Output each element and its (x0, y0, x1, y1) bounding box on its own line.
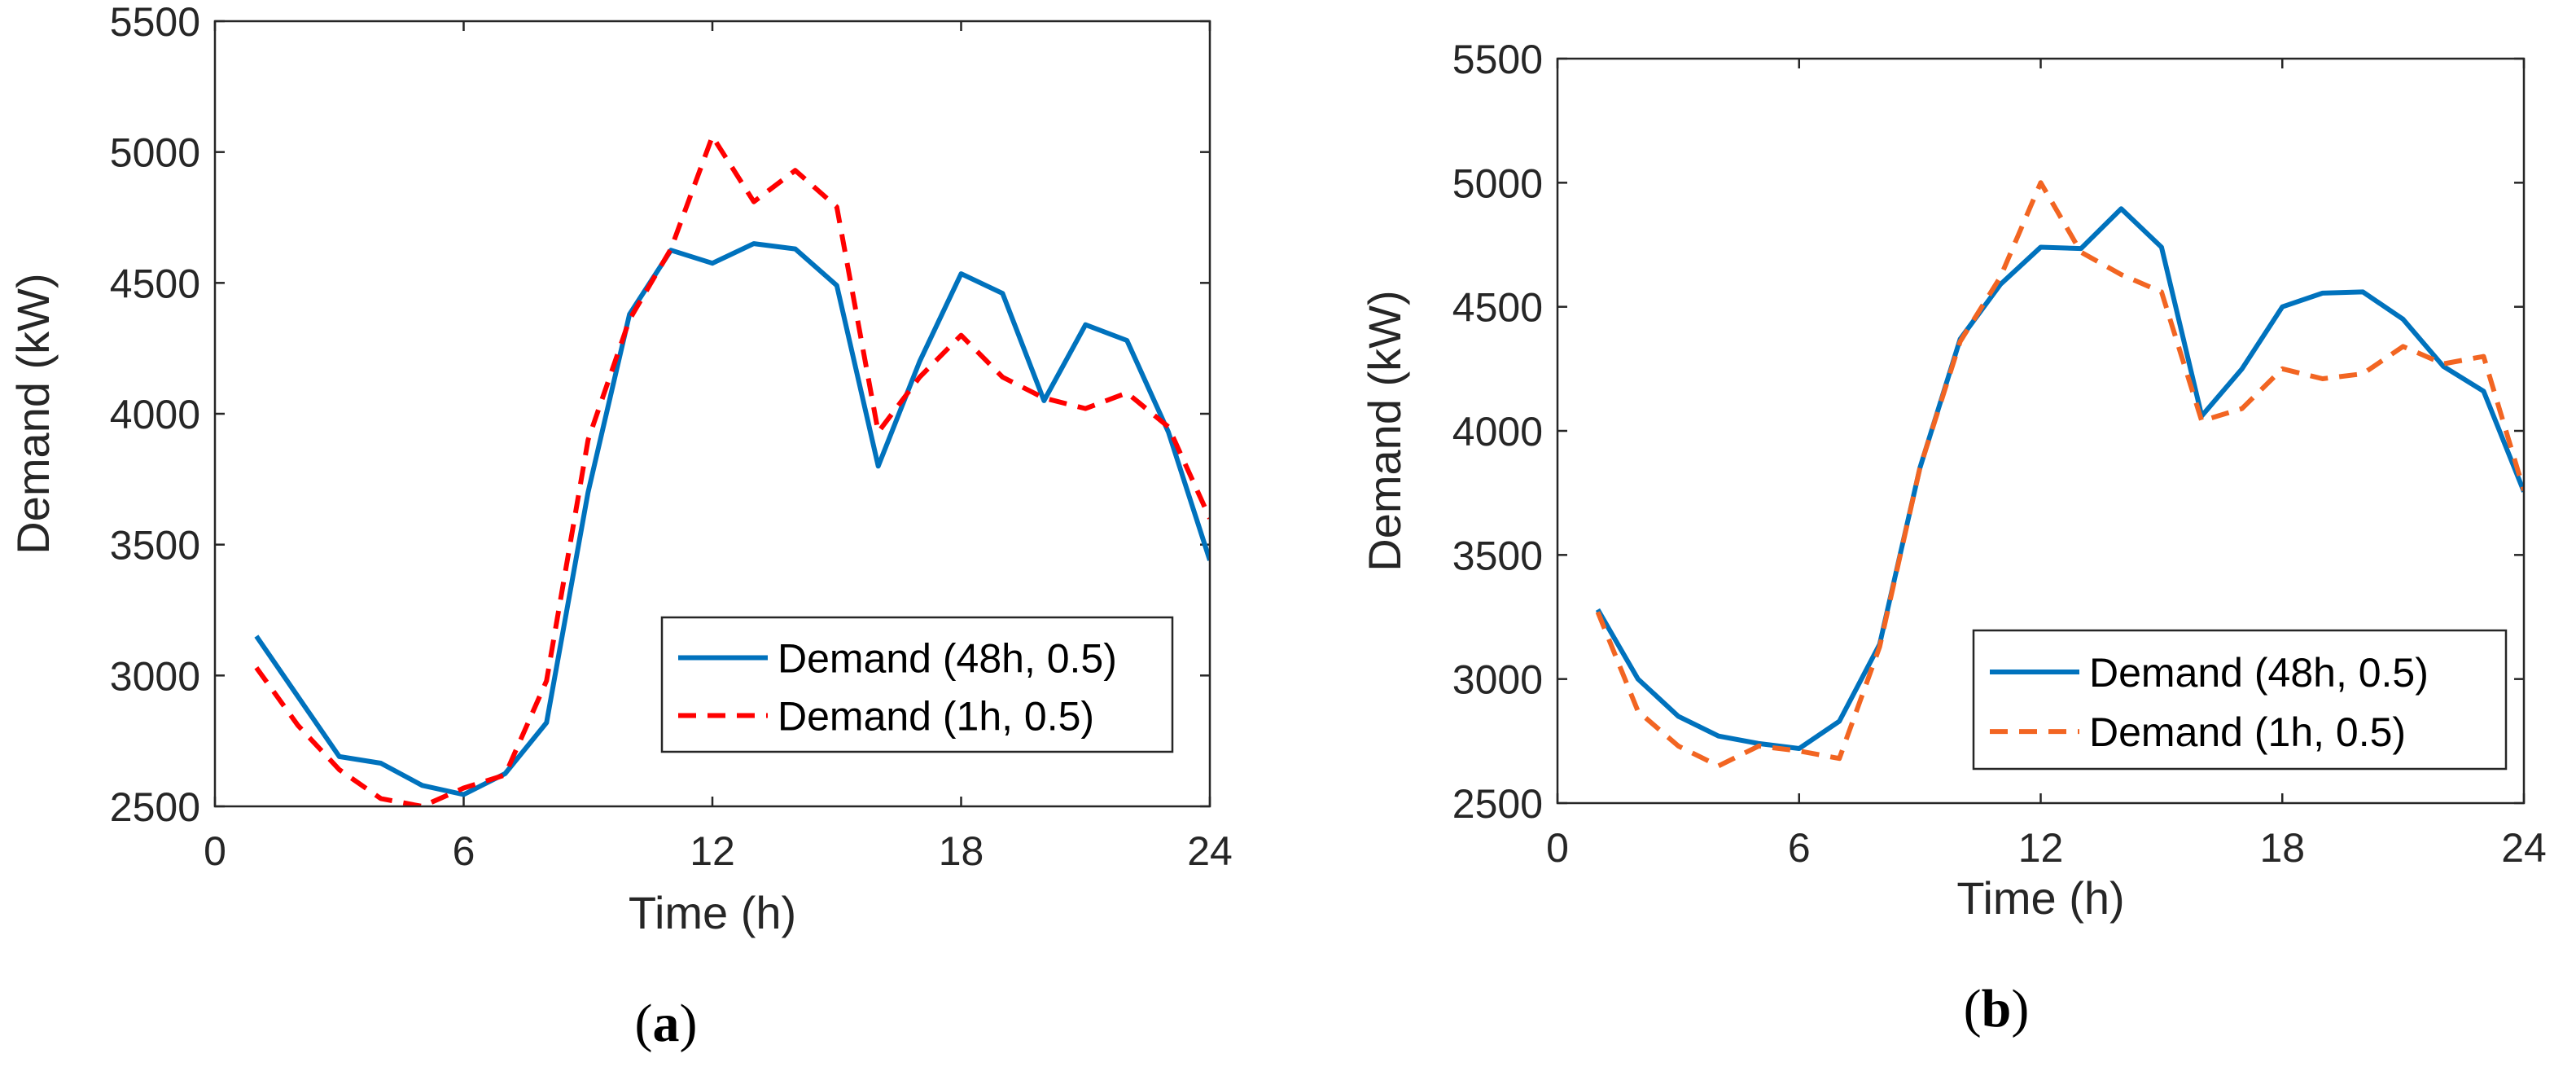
chart-1-ytick-label-0: 2500 (1452, 781, 1543, 827)
chart-0-series-1-line (254, 134, 1210, 806)
chart-1-panel-label: (b) (1964, 979, 2030, 1038)
chart-1-panel-label-letter: b (1982, 979, 2012, 1038)
chart-0-panel-label-close: ) (680, 994, 698, 1053)
chart-0-legend-label-0: Demand (48h, 0.5) (778, 636, 1117, 682)
chart-0-ytick-label-5: 5000 (110, 130, 200, 176)
chart-1-ytick-label-1: 3000 (1452, 657, 1543, 703)
chart-0-legend: Demand (48h, 0.5) Demand (1h, 0.5) (660, 616, 1174, 753)
chart-0-ytick-label-6: 5500 (110, 0, 200, 45)
chart-0-series-group (254, 134, 1210, 806)
chart-1-axes-box (1556, 57, 2526, 805)
chart-1-xtick-label-4: 24 (2501, 825, 2547, 871)
panels: 0 6 12 18 24 2500 3000 3500 4000 4500 5000 5500 Dema… (7, 0, 2547, 1053)
chart-1-xtick-label-3: 18 (2259, 825, 2305, 871)
chart-1-xtick-label-0: 0 (1546, 825, 1569, 871)
chart-1-xtick-label-2: 12 (2018, 825, 2064, 871)
chart-1-legend-box (1972, 629, 2508, 771)
chart-1-ytick-label-6: 5500 (1452, 37, 1543, 82)
chart-0-panel-label-letter: a (653, 994, 680, 1053)
chart-0-series-0-line (254, 241, 1210, 797)
chart-1-xtick-label-1: 6 (1788, 825, 1811, 871)
chart-0-legend-label-1: Demand (1h, 0.5) (778, 693, 1094, 739)
chart-0-legend-box (660, 616, 1174, 753)
chart-1-ytick-label-2: 3500 (1452, 533, 1543, 578)
chart-0-ytick-label-1: 3000 (110, 653, 200, 699)
chart-0-xtick-label-0: 0 (204, 828, 226, 874)
chart-0-ytick-label-0: 2500 (110, 784, 200, 830)
chart-0-axes-box (213, 20, 1211, 808)
chart-0-ytick-label-3: 4000 (110, 392, 200, 437)
chart-1-y-axis-title: Demand (kW) (1359, 290, 1410, 571)
chart-1-panel-label-close: ) (2011, 979, 2029, 1038)
chart-1-ytick-label-3: 4000 (1452, 409, 1543, 454)
chart-0-x-axis-title: Time (h) (629, 887, 796, 938)
chart-0-ytick-label-4: 4500 (110, 261, 200, 306)
chart-0: 0 6 12 18 24 2500 3000 3500 4000 4500 5000 5500 Dema… (7, 0, 1233, 1053)
chart-1-legend: Demand (48h, 0.5) Demand (1h, 0.5) (1972, 629, 2508, 771)
chart-1-x-axis-title: Time (h) (1956, 872, 2124, 924)
chart-0-xtick-label-4: 24 (1187, 828, 1233, 874)
chart-0-xtick-label-3: 18 (939, 828, 984, 874)
chart-1-panel-label-open: ( (1964, 979, 1982, 1038)
chart-1-legend-label-1: Demand (1h, 0.5) (2089, 709, 2406, 755)
chart-1-series-1-line (1595, 180, 2524, 769)
chart-1-ytick-label-4: 4500 (1452, 285, 1543, 331)
chart-0-panel-label-open: ( (635, 994, 653, 1053)
chart-0-ytick-label-2: 3500 (110, 523, 200, 569)
chart-0-panel-label: (a) (635, 994, 698, 1053)
chart-0-xtick-label-2: 12 (690, 828, 735, 874)
chart-1-legend-label-0: Demand (48h, 0.5) (2089, 650, 2429, 696)
chart-1: 0 6 12 18 24 2500 3000 3500 4000 4500 5000 5500 Dema… (1359, 37, 2547, 1038)
chart-1-series-group (1595, 180, 2524, 769)
chart-1-series-0-line (1595, 206, 2524, 751)
chart-0-xtick-label-1: 6 (453, 828, 475, 874)
chart-1-ytick-label-5: 5000 (1452, 160, 1543, 206)
chart-0-y-axis-title: Demand (kW) (7, 273, 59, 554)
